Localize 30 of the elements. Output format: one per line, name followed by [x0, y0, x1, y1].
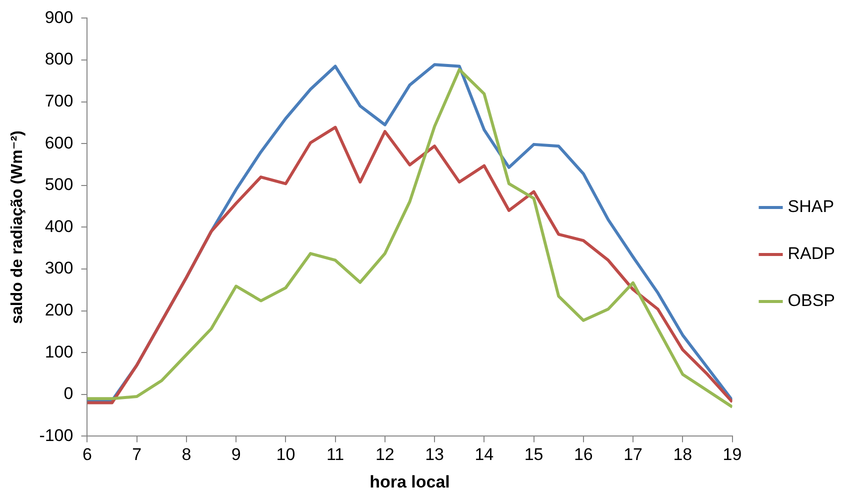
x-tick-label: 16: [574, 445, 593, 464]
y-tick-label: 0: [64, 384, 74, 404]
x-tick-label: 13: [425, 445, 444, 464]
y-tick-label: 200: [44, 300, 74, 320]
y-tick-label: 700: [44, 91, 74, 110]
x-tick-label: 9: [231, 445, 241, 464]
x-tick-label: 11: [326, 445, 344, 464]
x-tick-label: 6: [82, 445, 92, 464]
y-tick-label: -100: [39, 426, 74, 445]
x-tick-label: 19: [722, 445, 742, 464]
y-tick-label: 300: [44, 258, 74, 278]
legend-label: RADP: [788, 244, 835, 264]
y-tick-label: 600: [44, 133, 74, 152]
legend-label: SHAP: [788, 197, 834, 216]
y-tick-label: 800: [44, 50, 74, 69]
y-tick-label: 900: [44, 8, 74, 27]
x-tick-label: 8: [182, 445, 192, 464]
y-tick-label: 500: [44, 175, 74, 194]
x-tick-label: 15: [524, 445, 544, 464]
legend-label: OBSP: [788, 291, 836, 310]
y-tick-label: 100: [44, 342, 74, 362]
x-tick-label: 12: [375, 445, 394, 464]
y-tick-label: 400: [44, 216, 74, 236]
x-tick-label: 7: [132, 445, 142, 464]
x-axis-title: hora local: [370, 472, 450, 492]
x-tick-label: 18: [673, 445, 692, 464]
x-tick-label: 14: [474, 445, 494, 464]
x-tick-label: 17: [624, 445, 642, 464]
x-tick-label: 10: [276, 445, 296, 464]
y-axis-title: saldo de radiação (Wm⁻²): [9, 130, 26, 324]
